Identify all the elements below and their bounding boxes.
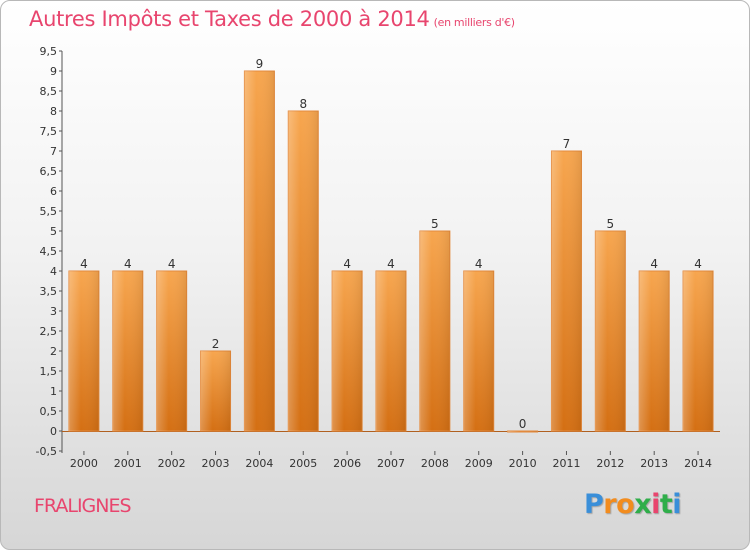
logo-letter: x [634,489,652,520]
y-tick-label: 0 [50,425,57,438]
x-tick-label-2007: 2007 [377,457,405,470]
x-tick-label-2001: 2001 [114,457,142,470]
logo-letter: o [616,489,635,520]
chart-unit: (en milliers d'€) [433,16,515,29]
y-tick-label: 8,5 [40,85,58,98]
x-tick-label-2010: 2010 [509,457,537,470]
x-tick-label-2012: 2012 [596,457,624,470]
chart-title: Autres Impôts et Taxes de 2000 à 2014 (en… [29,7,515,31]
logo-letter: t [659,489,673,520]
proxiti-logo: Proxiti [584,489,682,520]
y-tick-label: -0,5 [36,445,57,458]
y-tick-label: 8 [50,105,57,118]
x-tick-label-2000: 2000 [70,457,98,470]
data-label-2004: 9 [256,57,264,71]
bar-shade-2003 [200,351,231,431]
data-label-2005: 8 [299,97,307,111]
y-tick-label: 7,5 [40,125,58,138]
y-axis: -0,5 0 0,5 1 1,5 2 2,5 3 3,5 4 4,5 5 5,5 6 6,5 7 7,5 8 8,5… [36,45,63,458]
y-tick-label: 7 [50,145,57,158]
data-label-2003: 2 [212,337,220,351]
bar-shade-2010 [507,431,538,432]
bar-shade-2012 [595,231,626,431]
bar-shade-2000 [68,271,99,431]
location-name: FRALIGNES [34,495,132,517]
y-tick-label: 2 [50,345,57,358]
x-tick-label-2004: 2004 [245,457,273,470]
bar-shade-2006 [332,271,363,431]
x-tick-label-2014: 2014 [684,457,712,470]
y-tick-label: 1,5 [40,365,58,378]
y-tick-label: 4 [50,265,57,278]
chart-title-text: Autres Impôts et Taxes de 2000 à 2014 [29,7,430,31]
data-labels: 4 4 4 2 9 8 4 4 5 4 0 7 5 4 4 [80,57,702,431]
y-tick-label: 9,5 [40,45,58,58]
bar-series [68,70,714,433]
data-label-2001: 4 [124,257,132,271]
logo-letter: i [651,489,660,520]
x-tick-label-2009: 2009 [465,457,493,470]
data-label-2006: 4 [343,257,351,271]
logo-letter: r [603,489,617,520]
bar-shade-2005 [288,111,319,431]
data-label-2012: 5 [607,217,615,231]
x-tick-label-2011: 2011 [552,457,580,470]
bar-shade-2013 [639,271,670,431]
bar-shade-2014 [683,271,714,431]
data-label-2007: 4 [387,257,395,271]
y-tick-label: 3 [50,305,57,318]
bar-shade-2001 [112,271,143,431]
data-label-2011: 7 [563,137,571,151]
bar-shade-2007 [376,271,406,431]
bar-shade-2004 [244,71,275,431]
y-tick-label: 2,5 [40,325,58,338]
data-label-2009: 4 [475,257,483,271]
y-tick-label: 9 [50,65,57,78]
y-tick-label: 3,5 [40,285,58,298]
data-label-2008: 5 [431,217,439,231]
y-tick-label: 6 [50,185,57,198]
data-label-2013: 4 [650,257,658,271]
data-label-2002: 4 [168,257,176,271]
y-tick-label: 4,5 [40,245,58,258]
y-tick-label: 5 [50,225,57,238]
data-label-2000: 4 [80,257,88,271]
logo-letter: i [672,489,682,520]
bar-shade-2011 [551,151,582,431]
x-axis: 2000 2001 2002 2003 2004 2005 2006 2007 2008 2009… [62,431,720,470]
bar-shade-2008 [419,231,450,431]
y-tick-label: 5,5 [40,205,58,218]
x-tick-label-2002: 2002 [158,457,186,470]
x-tick-label-2013: 2013 [640,457,668,470]
bar-shade-2009 [463,271,494,431]
y-tick-label: 6,5 [40,165,58,178]
data-label-2014: 4 [694,257,702,271]
x-tick-label-2008: 2008 [421,457,449,470]
y-tick-label: 0,5 [40,405,58,418]
bar-shade-2002 [156,271,187,431]
x-tick-label-2006: 2006 [333,457,361,470]
x-tick-label-2003: 2003 [202,457,230,470]
data-label-2010: 0 [519,417,527,431]
x-tick-label-2005: 2005 [289,457,317,470]
y-tick-label: 1 [50,385,57,398]
logo-letter: P [584,489,604,520]
